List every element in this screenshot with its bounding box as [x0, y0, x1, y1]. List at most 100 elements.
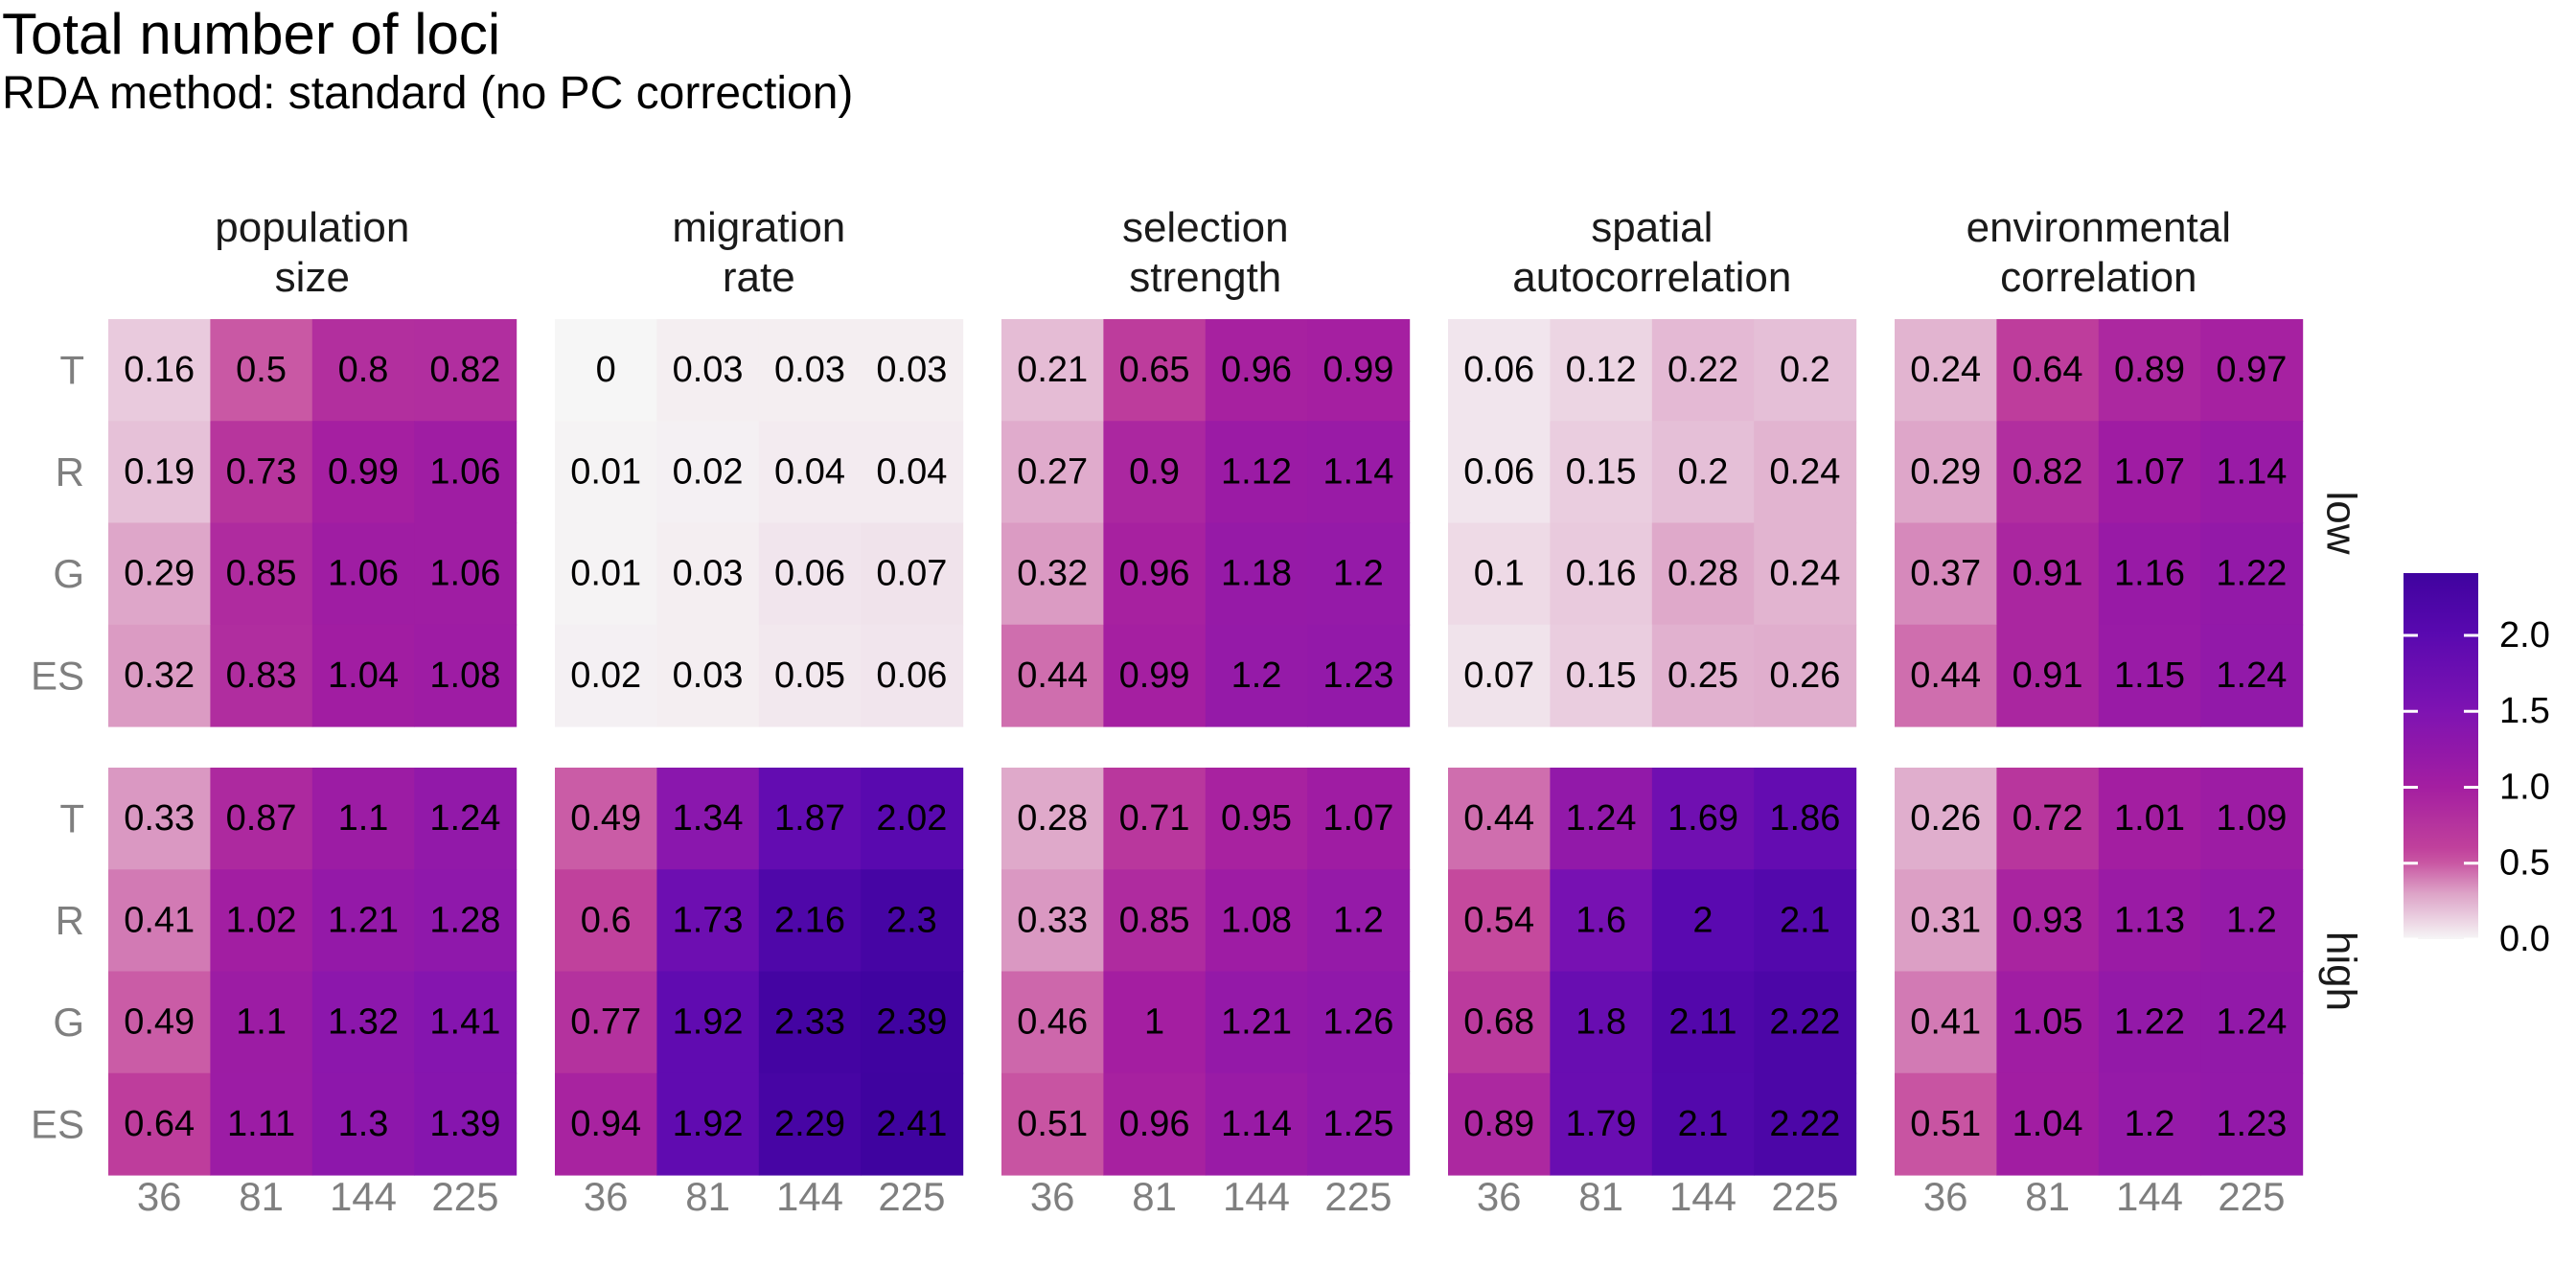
cell-value-label: 1.2: [1333, 900, 1384, 940]
cell-value-label: 1.73: [673, 900, 744, 940]
heatmap-cell-high-selection_strength-T-81: [1103, 768, 1207, 870]
cell-value-label: 0.77: [570, 1002, 641, 1043]
cell-value-label: 1.06: [328, 554, 399, 594]
heatmap-cell-high-spatial_autocorrelation-G-81: [1550, 971, 1653, 1074]
cell-value-label: 1.16: [2114, 554, 2185, 594]
heatmap-cell-low-population_size-G-225: [414, 522, 518, 626]
heatmap-cell-high-selection_strength-G-36: [1001, 971, 1104, 1074]
heatmap-cell-high-population_size-ES-36: [108, 1072, 211, 1176]
cell-value-label: 1.24: [2216, 656, 2287, 696]
y-tick-label-high-T: T: [59, 796, 84, 841]
heatmap-cell-low-population_size-R-81: [210, 421, 313, 524]
cell-value-label: 0.01: [570, 451, 641, 492]
cell-value-label: 1.24: [2216, 1002, 2287, 1043]
cell-value-label: 0.25: [1668, 656, 1738, 696]
heatmap-cell-high-selection_strength-T-144: [1205, 768, 1308, 870]
x-tick-label-selection_strength-81: 81: [1132, 1174, 1177, 1219]
heatmap-cell-high-population_size-ES-144: [311, 1072, 415, 1176]
cell-value-label: 0.96: [1119, 554, 1190, 594]
heatmap-cell-low-environmental_correlation-ES-81: [1996, 624, 2100, 727]
heatmap-cell-low-spatial_autocorrelation-G-36: [1448, 522, 1551, 626]
facet-label-population_size-line1: population: [215, 204, 409, 251]
cell-value-label: 0.54: [1463, 900, 1534, 940]
heatmap-cell-low-environmental_correlation-ES-225: [2200, 624, 2304, 727]
heatmap-cell-high-migration_rate-T-36: [555, 768, 657, 870]
heatmap-cell-low-population_size-R-225: [414, 421, 518, 524]
cell-value-label: 2.22: [1769, 1104, 1840, 1144]
heatmap-cell-low-environmental_correlation-R-225: [2200, 421, 2304, 524]
heatmap-cell-high-population_size-R-36: [108, 869, 211, 973]
heatmap-cell-high-population_size-G-36: [108, 971, 211, 1074]
cell-value-label: 0.99: [1322, 350, 1393, 390]
heatmap-cell-low-selection_strength-ES-36: [1001, 624, 1104, 727]
cell-value-label: 0.03: [876, 350, 947, 390]
heatmap-cell-high-spatial_autocorrelation-T-144: [1651, 768, 1755, 870]
x-tick-label-population_size-81: 81: [239, 1174, 284, 1219]
cell-value-label: 0: [596, 350, 616, 390]
facet-label-environmental_correlation-line1: environmental: [1966, 204, 2231, 251]
cell-value-label: 1.14: [2216, 451, 2287, 492]
heatmap-cell-low-environmental_correlation-T-225: [2200, 319, 2304, 422]
cell-value-label: 1.06: [429, 554, 500, 594]
heatmap-cell-low-population_size-G-144: [311, 522, 415, 626]
heatmap-cell-low-spatial_autocorrelation-T-36: [1448, 319, 1551, 422]
heatmap-cell-low-spatial_autocorrelation-R-225: [1754, 421, 1857, 524]
cell-value-label: 0.44: [1463, 798, 1534, 839]
cell-value-label: 0.68: [1463, 1002, 1534, 1043]
heatmap-cell-low-population_size-ES-81: [210, 624, 313, 727]
cell-value-label: 1.34: [673, 798, 744, 839]
cell-value-label: 1.09: [2216, 798, 2287, 839]
heatmap-cell-high-environmental_correlation-G-81: [1996, 971, 2100, 1074]
heatmap-cell-high-population_size-G-225: [414, 971, 518, 1074]
cell-value-label: 0.06: [1463, 350, 1534, 390]
cell-value-label: 0.12: [1566, 350, 1637, 390]
cell-value-label: 2.02: [876, 798, 947, 839]
heatmap-cell-low-migration_rate-G-36: [555, 522, 657, 626]
cell-value-label: 1.79: [1566, 1104, 1637, 1144]
heatmap-cell-high-selection_strength-R-144: [1205, 869, 1308, 973]
heatmap-cell-high-environmental_correlation-R-81: [1996, 869, 2100, 973]
cell-value-label: 0.33: [1017, 900, 1088, 940]
heatmap-cell-high-environmental_correlation-T-144: [2098, 768, 2201, 870]
cell-value-label: 0.91: [2012, 554, 2083, 594]
facet-label-migration_rate-line1: migration: [672, 204, 845, 251]
heatmap-cell-high-population_size-T-225: [414, 768, 518, 870]
heatmap-cell-high-spatial_autocorrelation-T-225: [1754, 768, 1857, 870]
cell-value-label: 1.02: [226, 900, 297, 940]
facet-label-selection_strength-line2: strength: [1129, 254, 1281, 301]
cell-value-label: 0.26: [1769, 656, 1840, 696]
heatmap-cell-low-selection_strength-G-81: [1103, 522, 1207, 626]
cell-value-label: 2.29: [774, 1104, 845, 1144]
y-tick-label-high-G: G: [53, 1000, 84, 1045]
cell-value-label: 1.2: [1231, 656, 1282, 696]
heatmap-cell-low-environmental_correlation-G-144: [2098, 522, 2201, 626]
cell-value-label: 2.41: [876, 1104, 947, 1144]
cell-value-label: 1.01: [2114, 798, 2185, 839]
cell-value-label: 0.44: [1910, 656, 1981, 696]
heatmap-cell-low-population_size-R-36: [108, 421, 211, 524]
heatmap-cell-low-selection_strength-T-81: [1103, 319, 1207, 422]
heatmap-cell-high-selection_strength-ES-81: [1103, 1072, 1207, 1176]
heatmap-cell-high-population_size-T-36: [108, 768, 211, 870]
heatmap-cell-low-migration_rate-R-36: [555, 421, 657, 524]
cell-value-label: 0.71: [1119, 798, 1190, 839]
heatmap-cell-high-migration_rate-ES-81: [656, 1072, 760, 1176]
heatmap-cell-high-migration_rate-R-36: [555, 869, 657, 973]
cell-value-label: 0.24: [1769, 451, 1840, 492]
cell-value-label: 1.39: [429, 1104, 500, 1144]
cell-value-label: 0.5: [236, 350, 287, 390]
y-tick-label-high-ES: ES: [31, 1101, 84, 1146]
heatmap-cell-high-selection_strength-R-36: [1001, 869, 1104, 973]
heatmap-cell-high-population_size-G-81: [210, 971, 313, 1074]
heatmap-cell-low-selection_strength-T-225: [1307, 319, 1411, 422]
heatmap-cell-high-environmental_correlation-ES-36: [1895, 1072, 1997, 1176]
facet-label-selection_strength-line1: selection: [1122, 204, 1289, 251]
x-tick-label-selection_strength-36: 36: [1030, 1174, 1075, 1219]
cell-value-label: 0.83: [226, 656, 297, 696]
heatmap-cell-low-spatial_autocorrelation-T-144: [1651, 319, 1755, 422]
heatmap-cell-low-environmental_correlation-ES-36: [1895, 624, 1997, 727]
heatmap-cell-high-selection_strength-T-225: [1307, 768, 1411, 870]
facet-row-label-high: high: [2318, 932, 2365, 1011]
heatmap-cell-low-selection_strength-T-36: [1001, 319, 1104, 422]
heatmap-cell-low-population_size-ES-144: [311, 624, 415, 727]
